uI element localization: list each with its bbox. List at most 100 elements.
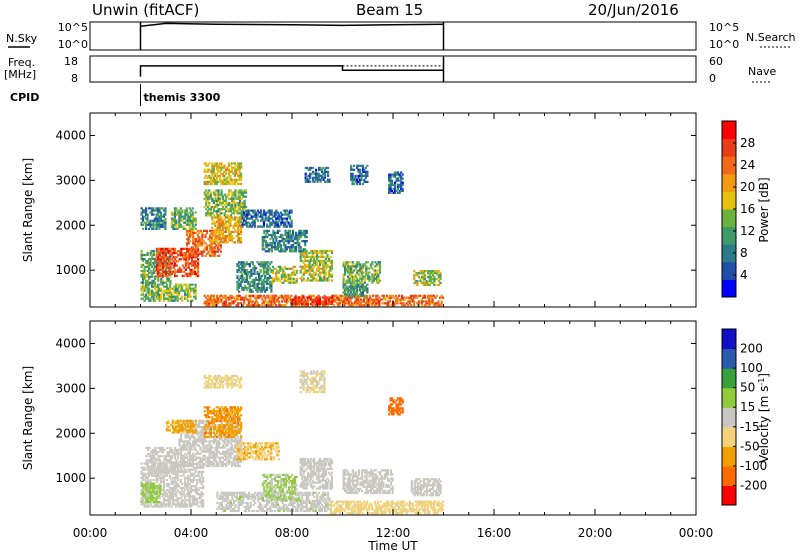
power-cell-17 (279, 211, 282, 214)
power-cell-4 (223, 230, 226, 234)
power-cell-6 (243, 206, 246, 209)
power-cell-11 (241, 276, 244, 280)
power-cell-11 (242, 265, 245, 268)
velocity-cell-2 (206, 448, 210, 451)
power-cell-20 (395, 179, 398, 182)
power-cell-17 (288, 215, 292, 218)
power-cell-18 (309, 168, 312, 171)
power-cell-9 (209, 298, 212, 301)
power-cell-9 (375, 298, 378, 301)
power-cell-13 (311, 267, 314, 270)
velocity-cell-0 (190, 480, 193, 484)
power-cell-12 (292, 279, 295, 282)
power-cell-9 (325, 304, 328, 307)
power-cell-9 (232, 300, 235, 303)
power-cell-15 (433, 270, 436, 273)
power-cell-9 (212, 296, 215, 299)
power-cell-14 (360, 273, 363, 276)
velocity-cell-0 (191, 499, 194, 502)
power-cell-1 (164, 267, 167, 270)
power-cell-6 (238, 197, 242, 200)
power-cell-13 (310, 273, 313, 276)
power-cell-3 (204, 246, 207, 249)
power-cell-9 (344, 302, 347, 305)
freq-tick-low: 8 (71, 72, 78, 85)
power-cell-6 (205, 197, 208, 200)
power-cell-8 (153, 223, 157, 226)
power-cell-9 (423, 304, 426, 307)
power-cell-7 (217, 166, 220, 169)
power-cell-1 (140, 253, 143, 257)
power-cell-3 (185, 238, 189, 241)
power-cell-9 (426, 300, 429, 303)
power-cell-1 (151, 279, 154, 282)
velocity-cell-1 (167, 461, 171, 464)
power-cell-13 (302, 251, 305, 255)
power-cell-7 (230, 162, 234, 165)
power-cell-14 (362, 271, 365, 274)
power-colorbar-segment (722, 121, 736, 140)
power-cell-17 (285, 213, 289, 216)
power-cell-9 (350, 296, 354, 299)
power-cell-10 (307, 296, 310, 299)
power-cell-15 (419, 272, 422, 275)
power-cell-15 (416, 281, 419, 285)
power-cell-3 (185, 242, 189, 245)
velocity-cell-2 (179, 454, 183, 457)
power-cell-18 (323, 172, 327, 175)
power-cell-9 (262, 302, 265, 305)
power-cell-2 (187, 254, 190, 257)
power-cell-3 (213, 250, 216, 253)
power-cell-9 (350, 302, 354, 305)
power-cell-20 (398, 173, 401, 176)
power-cell-7 (214, 182, 217, 186)
power-cell-16 (287, 238, 290, 241)
power-cell-0 (169, 291, 172, 294)
power-cell-11 (262, 284, 265, 287)
velocity-cell-0 (163, 497, 166, 500)
power-cell-0 (190, 299, 193, 302)
power-cell-7 (211, 162, 214, 165)
power-cell-10 (311, 300, 314, 303)
velocity-cell-0 (184, 497, 187, 500)
power-cell-5 (170, 211, 173, 214)
power-cell-14 (348, 267, 351, 270)
power-cell-0 (157, 291, 160, 294)
power-cell-13 (308, 255, 311, 258)
power-cell-5 (175, 227, 178, 230)
power-cell-7 (220, 178, 223, 181)
power-cell-11 (261, 284, 264, 287)
power-cell-9 (300, 304, 303, 307)
power-cell-21 (364, 285, 367, 288)
velocity-cell-2 (203, 450, 207, 453)
power-cell-19 (350, 178, 353, 181)
power-cell-15 (433, 278, 436, 281)
power-cell-2 (194, 260, 197, 263)
power-cell-13 (330, 263, 334, 266)
power-cell-8 (158, 207, 161, 210)
power-cell-16 (261, 240, 264, 243)
power-cell-16 (299, 250, 302, 253)
velocity-ylabel: Slant Range [km] (21, 366, 35, 470)
power-cell-9 (203, 294, 206, 297)
velocity-cell-2 (182, 464, 186, 468)
power-cell-3 (210, 244, 213, 247)
power-cell-6 (219, 193, 222, 196)
power-cell-7 (224, 182, 227, 186)
velocity-cell-2 (208, 426, 211, 429)
power-cell-8 (153, 217, 157, 220)
power-cell-21 (366, 287, 369, 290)
velocity-cell-0 (182, 472, 185, 475)
power-cell-11 (250, 288, 253, 291)
power-cell-17 (262, 211, 266, 214)
power-cell-11 (253, 272, 256, 276)
velocity-cell-0 (145, 495, 148, 498)
power-cell-17 (244, 221, 247, 224)
power-cell-2 (174, 249, 177, 253)
power-cell-17 (259, 215, 263, 218)
power-cell-1 (149, 263, 152, 266)
power-cell-2 (161, 270, 164, 273)
power-cell-1 (151, 273, 154, 276)
power-cell-17 (290, 219, 293, 222)
